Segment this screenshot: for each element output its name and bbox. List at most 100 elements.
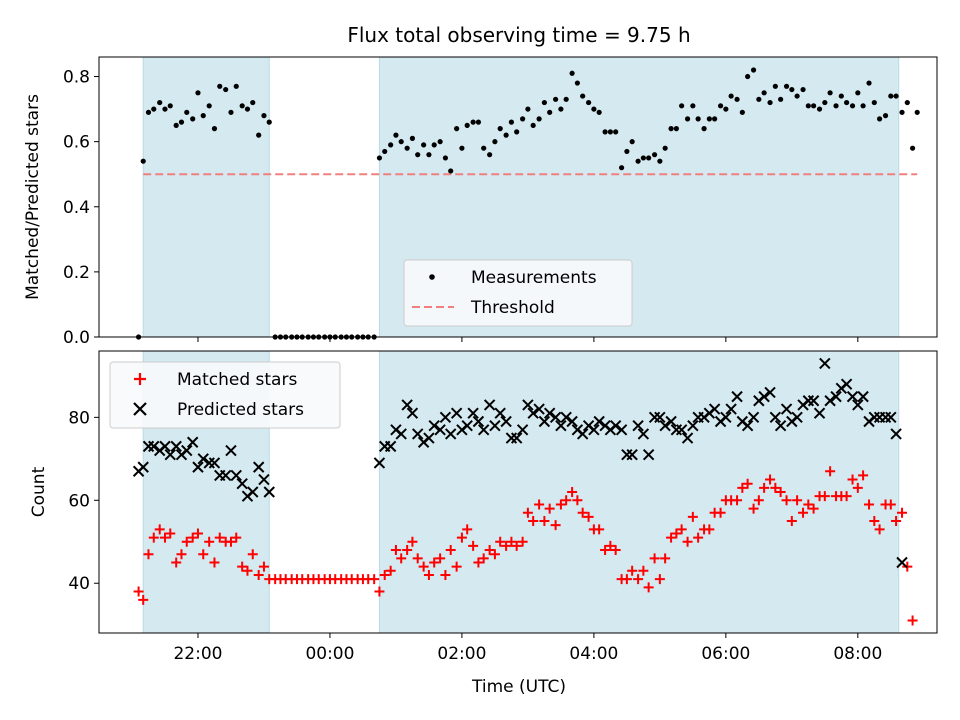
measurement-point — [684, 116, 691, 122]
matched-star-point — [600, 545, 611, 556]
measurement-point — [822, 99, 828, 106]
measurement-point — [487, 152, 493, 158]
measurement-point — [464, 122, 470, 128]
matched-star-point — [489, 549, 500, 560]
measurement-point — [706, 116, 712, 122]
predicted-star-point — [681, 432, 694, 444]
predicted-star-point — [769, 411, 782, 424]
measurement-point — [167, 103, 173, 109]
predicted-star-point — [434, 424, 446, 436]
observing-window-shade — [142, 56, 270, 338]
measurement-point — [217, 83, 223, 89]
bottom-panel: 40 60 80 Count Matched stars Predicted sta… — [29, 350, 938, 634]
measurement-point — [909, 145, 916, 151]
matched-star-point — [385, 565, 396, 576]
matched-star-point — [770, 482, 781, 493]
top-panel-frame — [98, 56, 938, 338]
matched-star-point — [440, 569, 451, 580]
matched-star-point — [753, 495, 764, 506]
matched-star-point — [555, 499, 566, 510]
predicted-star-point — [164, 448, 176, 461]
predicted-star-point — [687, 419, 699, 432]
matched-star-point — [704, 524, 715, 535]
measurement-point — [184, 109, 190, 115]
measurement-point — [849, 103, 856, 109]
predicted-star-point — [411, 428, 424, 440]
predicted-star-point — [720, 411, 732, 424]
matched-star-point — [402, 545, 413, 556]
measurement-point — [690, 103, 696, 109]
predicted-star-point — [197, 453, 209, 465]
measurement-point — [140, 158, 146, 164]
matched-star-point — [495, 536, 506, 547]
predicted-star-point — [576, 428, 589, 440]
matched-star-point — [534, 499, 545, 510]
measurement-point — [382, 148, 388, 155]
measurement-point — [200, 113, 206, 119]
matched-star-point — [825, 466, 836, 477]
predicted-star-point — [483, 399, 496, 411]
bottom-y-tick-label: 40 — [68, 574, 90, 594]
measurement-point — [816, 106, 823, 112]
matched-star-point — [253, 569, 264, 580]
measurement-point — [431, 142, 437, 148]
predicted-star-point — [148, 440, 160, 453]
measurement-point — [866, 80, 872, 86]
measurement-point — [794, 93, 800, 99]
matched-star-point — [511, 540, 522, 551]
matched-star-point — [171, 557, 182, 568]
matched-star-point — [605, 540, 616, 551]
matched-star-point — [638, 565, 649, 576]
matched-star-point — [748, 503, 759, 514]
matched-star-point — [390, 545, 401, 556]
matched-star-point — [819, 491, 830, 502]
legend-predicted-marker — [133, 402, 147, 416]
measurement-point — [701, 126, 707, 132]
predicted-star-point — [543, 407, 556, 419]
predicted-star-point — [401, 399, 413, 411]
matched-star-point — [633, 574, 644, 585]
measurement-point — [657, 158, 663, 164]
x-axis: 22:00 00:00 02:00 04:00 06:00 08:00 — [173, 633, 882, 664]
matched-star-point — [181, 536, 192, 547]
bottom-y-tick-label: 80 — [68, 408, 90, 428]
predicted-star-point — [181, 444, 193, 457]
matched-star-point — [643, 582, 654, 593]
measurement-point — [800, 86, 806, 93]
predicted-star-point — [813, 407, 826, 419]
measurement-point — [376, 155, 383, 161]
measurement-point — [833, 103, 839, 109]
predicted-star-point — [428, 419, 440, 432]
measurement-point — [695, 116, 701, 122]
matched-star-point — [187, 532, 198, 543]
measurement-point — [409, 135, 416, 141]
observing-window-shade — [378, 350, 900, 634]
predicted-star-point — [725, 403, 737, 415]
measurement-point — [679, 103, 685, 109]
measurement-point — [250, 99, 256, 106]
matched-star-point — [897, 507, 908, 518]
measurement-point — [767, 99, 773, 106]
measurement-point — [723, 106, 729, 112]
measurement-point — [728, 93, 734, 99]
matched-star-point — [407, 536, 418, 547]
predicted-star-point — [665, 415, 677, 428]
x-tick-label: 08:00 — [833, 644, 882, 664]
predicted-star-point — [824, 395, 836, 407]
measurement-point — [783, 83, 790, 89]
measurement-point — [398, 139, 404, 145]
matched-star-point — [423, 569, 434, 580]
measurement-point — [778, 96, 784, 102]
predicted-star-point — [637, 428, 650, 440]
matched-star-point — [258, 561, 269, 572]
predicted-star-point — [516, 424, 529, 436]
predicted-star-point — [439, 411, 452, 424]
predicted-star-point — [395, 428, 407, 440]
predicted-star-point — [615, 424, 628, 436]
legend-threshold-label: Threshold — [470, 298, 555, 318]
predicted-star-point — [890, 428, 902, 440]
predicted-star-point — [230, 469, 242, 482]
measurement-point — [173, 122, 179, 128]
matched-star-point — [869, 516, 880, 527]
matched-star-point — [786, 516, 797, 527]
